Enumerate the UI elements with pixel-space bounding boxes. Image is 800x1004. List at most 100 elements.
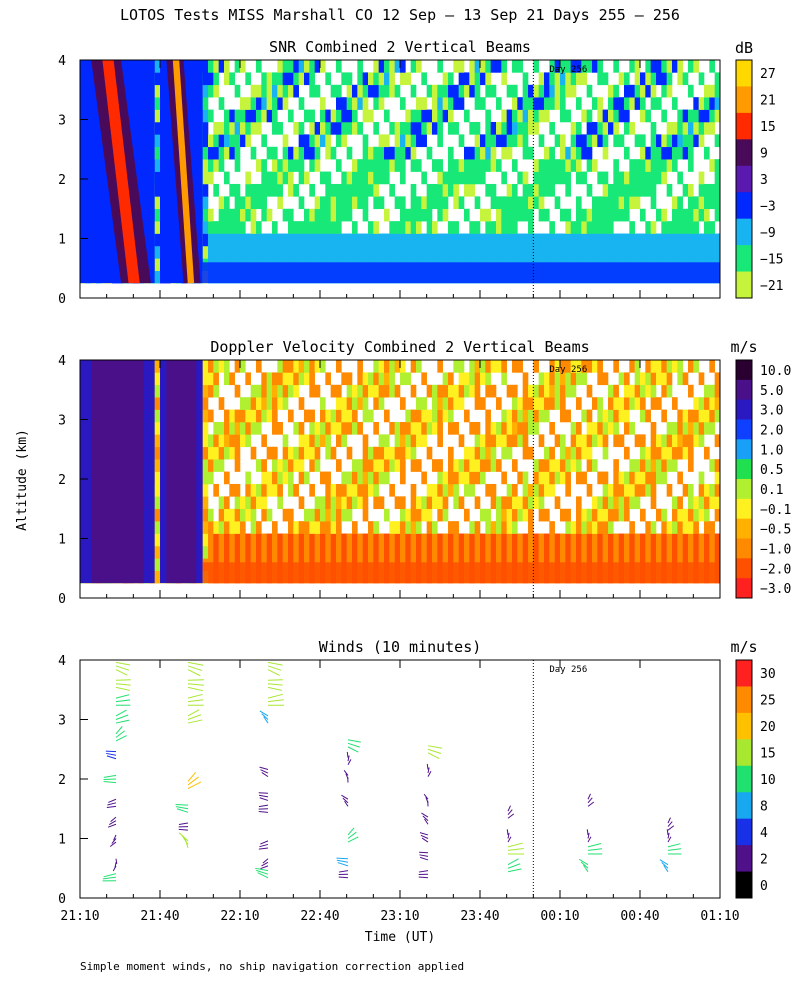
heatmap-cell: [325, 534, 331, 547]
heatmap-cell: [565, 472, 571, 485]
heatmap-cell: [235, 410, 241, 423]
heatmap-cell: [528, 184, 534, 197]
heatmap-cell: [501, 110, 507, 123]
heatmap-cell: [363, 159, 369, 172]
heatmap-cell: [677, 72, 683, 85]
heatmap-cell: [256, 546, 262, 559]
heatmap-cell: [245, 410, 251, 423]
heatmap-cell: [672, 234, 678, 247]
heatmap-cell: [427, 534, 433, 547]
heatmap-cell: [469, 246, 475, 259]
heatmap-cell: [528, 221, 534, 234]
heatmap-cell: [341, 509, 347, 522]
heatmap-cell: [581, 209, 587, 222]
heatmap-cell: [416, 97, 422, 110]
footnote: Simple moment winds, no ship navigation …: [80, 960, 464, 973]
heatmap-cell: [389, 546, 395, 559]
wind-barb: [116, 695, 129, 698]
heatmap-cell: [341, 410, 347, 423]
heatmap-cell: [363, 97, 369, 110]
heatmap-cell: [549, 484, 555, 497]
heatmap-cell: [437, 434, 443, 447]
heatmap-cell: [491, 60, 497, 73]
heatmap-cell: [363, 410, 369, 423]
heatmap-cell: [501, 360, 507, 373]
heatmap-cell: [656, 134, 662, 147]
heatmap-cell: [597, 122, 603, 135]
wind-barb: [347, 752, 348, 758]
heatmap-cell: [597, 60, 603, 73]
heatmap-cell: [640, 246, 646, 259]
wind-barb: [188, 720, 202, 723]
heatmap-cell: [288, 534, 294, 547]
heatmap-cell: [645, 159, 651, 172]
colorbar-label: 0.5: [760, 463, 783, 478]
heatmap-cell: [661, 110, 667, 123]
heatmap-cell: [549, 447, 555, 460]
heatmap-cell: [267, 447, 273, 460]
heatmap-cell: [709, 385, 715, 398]
heatmap-cell: [613, 534, 619, 547]
heatmap-cell: [384, 159, 390, 172]
heatmap-cell: [427, 422, 433, 435]
heatmap-cell: [363, 234, 369, 247]
heatmap-cell: [624, 184, 630, 197]
heatmap-cell: [549, 534, 555, 547]
heatmap-cell: [699, 134, 705, 147]
heatmap-cell: [613, 472, 619, 485]
heatmap-cell: [587, 110, 593, 123]
heatmap-cell: [256, 360, 262, 373]
colorbar-label: 4: [760, 826, 768, 841]
heatmap-cell: [464, 159, 470, 172]
heatmap-cell: [635, 85, 641, 98]
heatmap-cell: [256, 234, 262, 247]
heatmap-cell: [224, 60, 230, 73]
heatmap-cell: [267, 509, 273, 522]
heatmap-cell: [235, 60, 241, 73]
wind-barb: [116, 670, 127, 676]
heatmap-cell: [400, 147, 406, 160]
heatmap-cell: [373, 234, 379, 247]
y-tick-label: 0: [58, 892, 66, 907]
heatmap-cell: [560, 246, 566, 259]
heatmap-cell: [400, 509, 406, 522]
heatmap-cell: [496, 546, 502, 559]
heatmap-cell: [603, 209, 609, 222]
heatmap-cell: [656, 447, 662, 460]
heatmap-cell: [704, 521, 710, 534]
heatmap-cell: [304, 60, 310, 73]
heatmap-cell: [315, 85, 321, 98]
heatmap-cell: [213, 534, 219, 547]
heatmap-cell: [336, 434, 342, 447]
heatmap-cell: [709, 459, 715, 472]
heatmap-cell: [331, 221, 337, 234]
heatmap-cell: [400, 159, 406, 172]
heatmap-cell: [352, 221, 358, 234]
heatmap-cell: [651, 246, 657, 259]
heatmap-cell: [203, 397, 209, 410]
heatmap-cell: [448, 397, 454, 410]
heatmap-cell: [400, 172, 406, 185]
heatmap-cell: [155, 209, 161, 222]
heatmap-cell: [267, 484, 273, 497]
heatmap-cell: [416, 410, 422, 423]
heatmap-cell: [496, 246, 502, 259]
colorbar-label: 3.0: [760, 404, 783, 419]
heatmap-cell: [603, 72, 609, 85]
heatmap-cell: [715, 72, 721, 85]
heatmap-cell: [501, 209, 507, 222]
heatmap-cell: [635, 60, 641, 73]
plume-core: [91, 360, 143, 583]
heatmap-cell: [629, 246, 635, 259]
heatmap-cell: [475, 172, 481, 185]
heatmap-cell: [155, 397, 161, 410]
heatmap-cell: [261, 134, 267, 147]
heatmap-cell: [304, 546, 310, 559]
heatmap-cell: [373, 360, 379, 373]
heatmap-cell: [459, 196, 465, 209]
heatmap-cell: [325, 447, 331, 460]
heatmap-cell: [277, 246, 283, 259]
heatmap-cell: [683, 509, 689, 522]
heatmap-cell: [688, 246, 694, 259]
heatmap-cell: [533, 410, 539, 423]
